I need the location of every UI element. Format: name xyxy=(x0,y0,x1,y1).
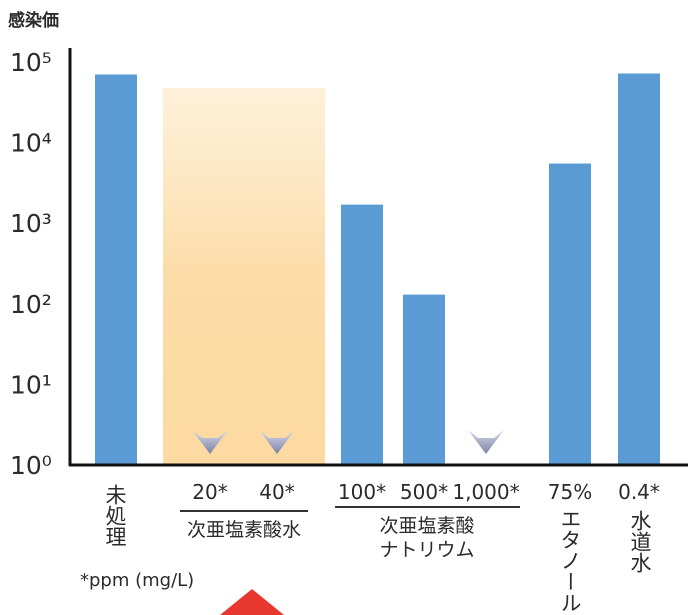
bar-6 xyxy=(549,163,591,465)
arrow-shape xyxy=(259,430,295,454)
x-tick-label-5: 1,000* xyxy=(452,480,519,504)
below-detection-arrow-icon xyxy=(468,430,504,454)
bar-3 xyxy=(341,204,383,465)
x-tick-label-7: 0.4* xyxy=(618,480,660,504)
x-tick-label-3: 100* xyxy=(338,480,386,504)
footnote: *ppm (mg/L) xyxy=(80,570,195,591)
x-tick-label-6: 75% xyxy=(548,480,592,504)
y-tick-label-0: 10⁰ xyxy=(10,451,52,480)
x-label-untreated: 未処理 xyxy=(103,484,127,547)
x-tick-label-4: 500* xyxy=(400,480,448,504)
y-tick-label-1: 10¹ xyxy=(10,370,52,399)
group-label-1: 次亜塩素酸水 xyxy=(187,519,301,541)
highlight-band xyxy=(163,88,325,465)
y-tick-label-5: 10⁵ xyxy=(10,48,52,77)
group-label-2-line-1: 次亜塩素酸 xyxy=(379,515,474,537)
bar-4 xyxy=(403,294,445,465)
bar-0 xyxy=(95,74,137,465)
y-tick-label-2: 10² xyxy=(10,290,52,319)
x-label-ethanol: エタノール xyxy=(558,508,582,613)
red-pointer-icon xyxy=(220,589,284,615)
bar-7 xyxy=(618,73,660,466)
y-axis-title: 感染価 xyxy=(8,10,59,31)
x-label-tap-water: 水道水 xyxy=(628,510,652,573)
below-detection-arrow-icon xyxy=(192,430,228,454)
arrow-shape xyxy=(192,430,228,454)
y-tick-label-3: 10³ xyxy=(10,209,52,238)
y-tick-label-4: 10⁴ xyxy=(10,129,52,158)
group-label-2-line-2: ナトリウム xyxy=(379,539,474,561)
x-tick-label-1: 20* xyxy=(192,480,227,504)
below-detection-arrow-icon xyxy=(259,430,295,454)
x-tick-label-2: 40* xyxy=(259,480,294,504)
arrow-shape xyxy=(468,430,504,454)
